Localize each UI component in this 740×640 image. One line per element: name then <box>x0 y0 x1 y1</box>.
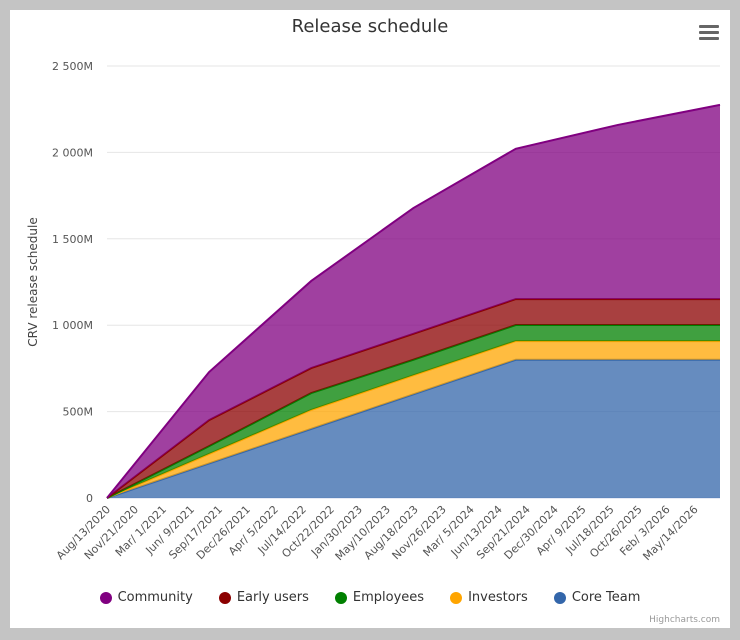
chart-title: Release schedule <box>291 16 449 37</box>
y-tick-label: 2 000M <box>52 146 93 159</box>
line-community <box>106 103 721 499</box>
legend-marker-icon <box>450 591 463 604</box>
legend-item-investors[interactable]: Investors <box>450 590 528 605</box>
legend-marker-icon <box>218 591 231 604</box>
legend: Community Early users Employees Investors Co… <box>0 590 740 605</box>
legend-marker-icon <box>553 591 566 604</box>
area-community <box>107 104 720 498</box>
y-tick-label: 2 500M <box>52 60 93 73</box>
legend-label: Investors <box>468 590 528 605</box>
area-core-team <box>107 359 720 498</box>
credits-link[interactable]: Highcharts.com <box>649 615 720 625</box>
legend-item-employees[interactable]: Employees <box>334 590 425 605</box>
legend-item-early-users[interactable]: Early users <box>218 590 309 605</box>
y-tick-label: 1 000M <box>52 319 93 332</box>
y-tick-label: 500M <box>63 406 94 419</box>
area-investors <box>107 341 720 498</box>
legend-marker-icon <box>99 591 112 604</box>
legend-label: Employees <box>352 590 425 605</box>
y-axis-title: CRV release schedule <box>26 217 40 346</box>
legend-label: Early users <box>236 590 309 605</box>
legend-item-community[interactable]: Community <box>99 590 193 605</box>
legend-item-core-team[interactable]: Core Team <box>553 590 641 605</box>
legend-marker-icon <box>334 591 347 604</box>
hamburger-icon[interactable] <box>699 25 719 41</box>
legend-label: Core Team <box>571 590 641 605</box>
y-tick-label: 1 500M <box>52 233 93 246</box>
area-early-users <box>107 299 720 498</box>
legend-label: Community <box>117 590 193 605</box>
y-tick-label: 0 <box>86 492 93 505</box>
